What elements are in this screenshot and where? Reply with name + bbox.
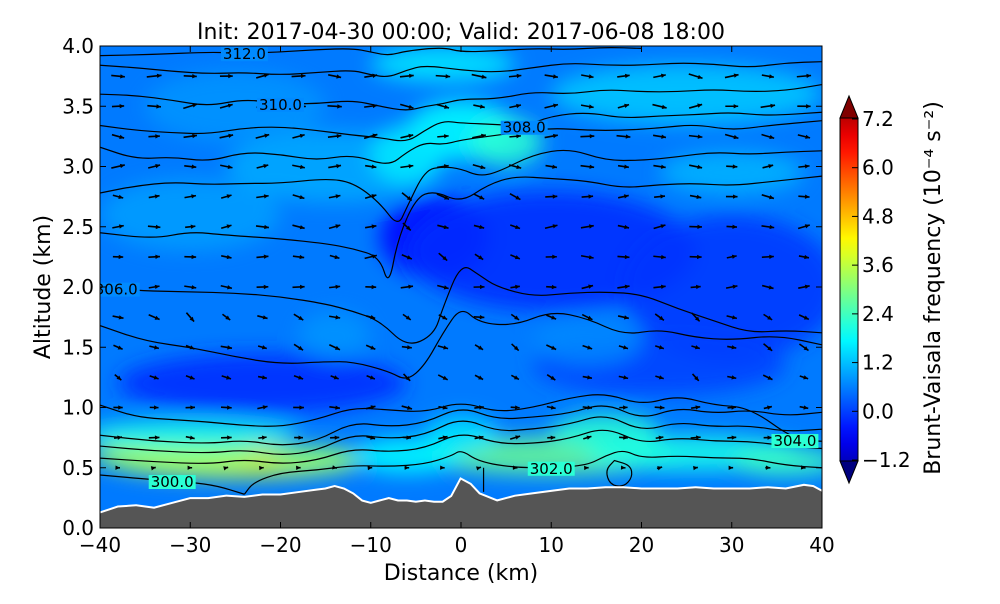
field-blob [299, 311, 371, 359]
contour-label: 306.0 [95, 281, 138, 299]
colorbar-body [840, 118, 858, 461]
colorbar-label: Brunt-Vaisala frequency (10⁻⁴ s⁻²) [921, 101, 946, 475]
field-blob [533, 317, 641, 365]
contour-label: 310.0 [259, 96, 302, 114]
y-axis-label: Altitude (km) [31, 215, 56, 359]
x-tick-label: 0 [455, 533, 468, 557]
contour-label: 308.0 [503, 119, 546, 137]
colorbar-extend-max [840, 96, 858, 118]
contour-label: 304.0 [773, 432, 816, 450]
y-tick-label: 0.5 [62, 456, 94, 480]
contour-label: 302.0 [530, 460, 573, 478]
x-tick-label: −20 [259, 533, 301, 557]
x-tick-label: 10 [539, 533, 564, 557]
colorbar-extend-min [840, 461, 858, 483]
colorbar-tick-label: 2.4 [862, 302, 894, 326]
colorbar-tick-label: 7.2 [862, 107, 894, 131]
colorbar-tick-label: 6.0 [862, 156, 894, 180]
y-tick-label: 1.5 [62, 335, 94, 359]
colorbar-tick-label: 3.6 [862, 253, 894, 277]
y-tick-label: 0.0 [62, 516, 94, 540]
y-tick-label: 4.0 [62, 34, 94, 58]
y-tick-label: 1.0 [62, 396, 94, 420]
field-blob [660, 151, 804, 194]
chart-title: Init: 2017-04-30 00:00; Valid: 2017-06-0… [197, 20, 725, 45]
contour-label: 300.0 [151, 473, 194, 491]
y-tick-label: 2.5 [62, 215, 94, 239]
x-tick-label: −30 [169, 533, 211, 557]
colorbar: −1.2 0.0 1.2 2.4 3.6 4.8 6.0 7.2 Brunt-Vaisala … [840, 96, 946, 483]
colorbar-tick-label: 4.8 [862, 204, 894, 228]
y-tick-label: 2.0 [62, 275, 94, 299]
x-tick-label: −10 [350, 533, 392, 557]
contour-label: 312.0 [223, 45, 266, 63]
x-tick-label: 30 [719, 533, 744, 557]
y-tick-label: 3.0 [62, 155, 94, 179]
field-blob [371, 124, 443, 184]
colorbar-tick-label: 1.2 [862, 351, 894, 375]
field-blob [732, 447, 840, 476]
x-tick-label: 20 [629, 533, 654, 557]
x-tick-label: 40 [809, 533, 834, 557]
colorbar-tick-label: −1.2 [862, 448, 911, 472]
field-blob [118, 353, 407, 413]
x-axis-label: Distance (km) [384, 561, 539, 586]
plot-area: 302.0 300.0 306.0 308.0 310.0 312.0 304.0 [82, 45, 840, 528]
colorbar-tick-label: 0.0 [862, 399, 894, 423]
colorbar-ticks: −1.2 0.0 1.2 2.4 3.6 4.8 6.0 7.2 [852, 107, 911, 472]
y-tick-label: 3.5 [62, 94, 94, 118]
